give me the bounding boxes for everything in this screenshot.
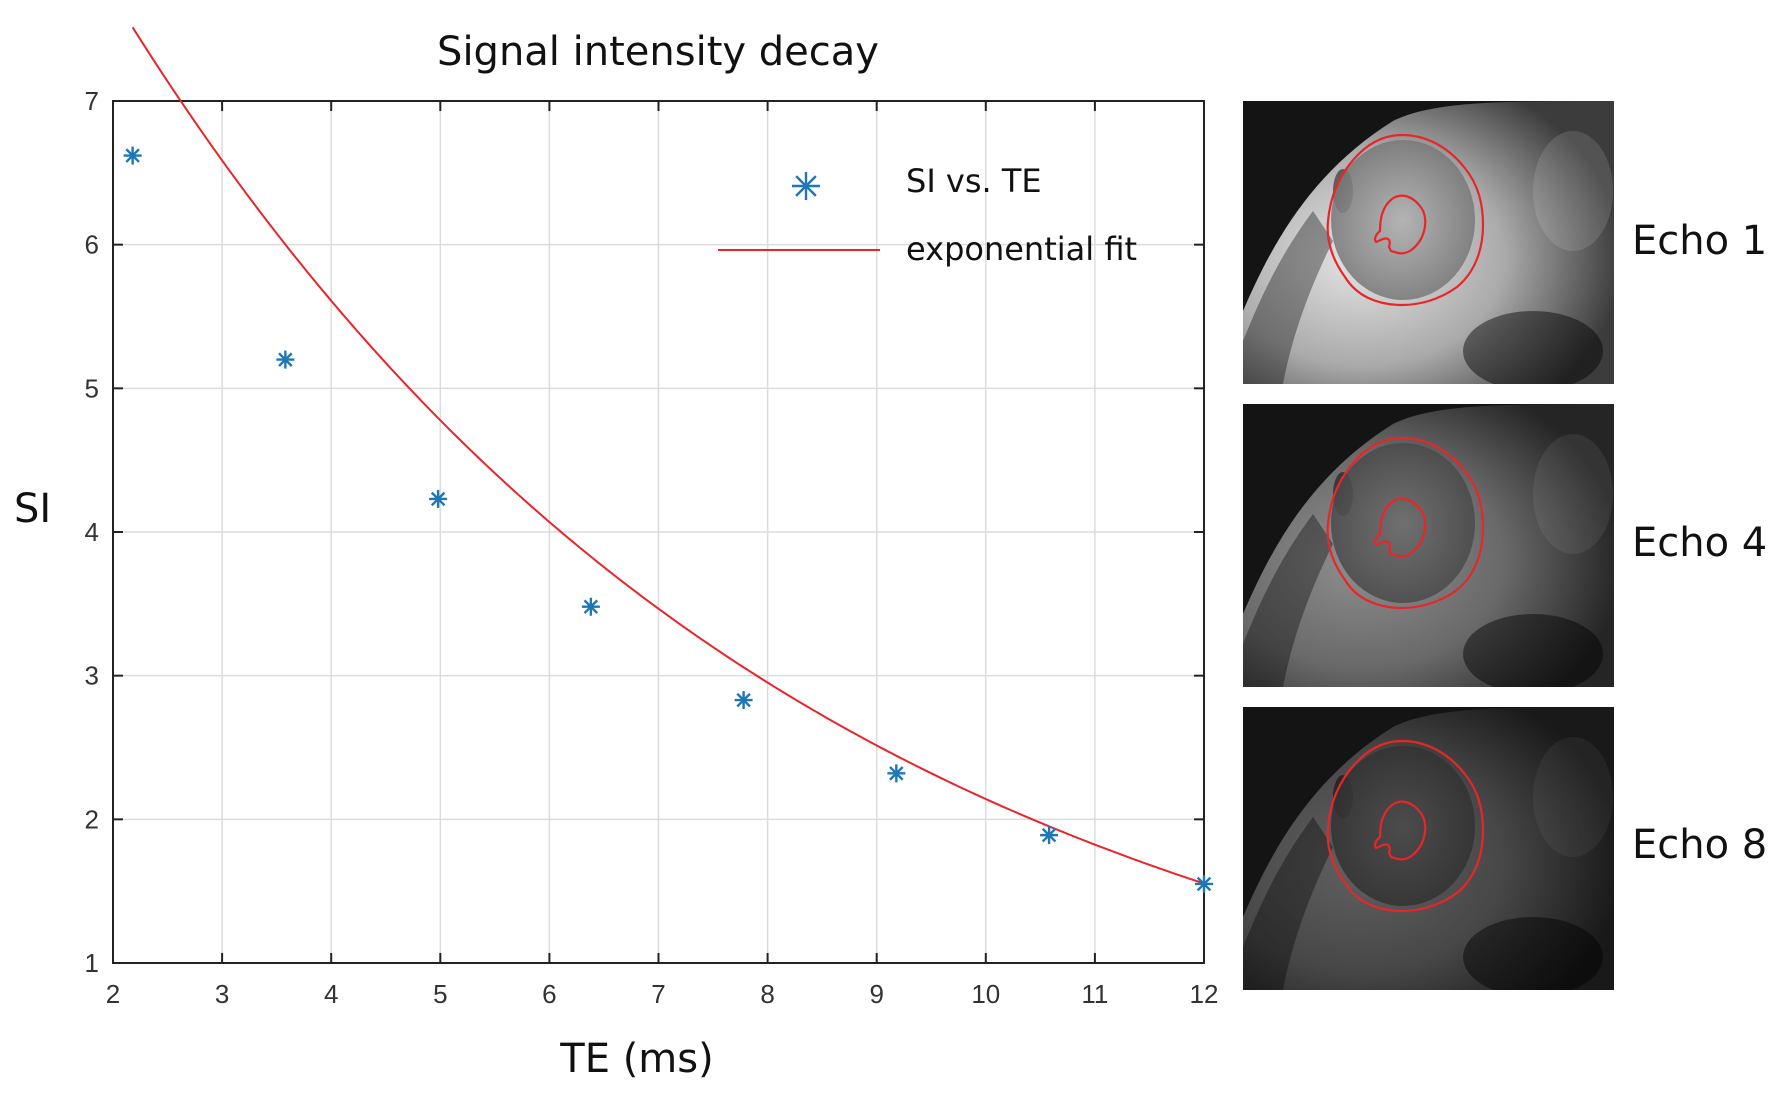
- chart-title: Signal intensity decay: [437, 29, 879, 75]
- x-tick-label: 11: [1081, 979, 1108, 1009]
- x-tick-label: 8: [760, 979, 774, 1009]
- outer-contour: [1326, 739, 1485, 913]
- legend-label-fit: exponential fit: [906, 230, 1137, 268]
- fit-line: [131, 26, 1205, 885]
- y-tick-label: 6: [85, 230, 99, 260]
- echo-8-image: [1243, 707, 1614, 990]
- data-point: [1040, 826, 1059, 845]
- mri-scan-graphic: [1243, 404, 1614, 687]
- x-tick-label: 10: [971, 979, 1000, 1009]
- x-tick-label: 12: [1190, 979, 1219, 1009]
- outer-contour: [1326, 133, 1485, 307]
- y-tick-label: 5: [85, 373, 99, 403]
- y-tick-label: 7: [85, 86, 99, 116]
- data-point: [429, 489, 448, 508]
- data-point: [1195, 874, 1213, 893]
- grid: [112, 100, 1205, 964]
- echo-8-label: Echo 8: [1632, 822, 1768, 868]
- x-tick-label: 6: [542, 979, 556, 1009]
- data-point: [887, 764, 906, 783]
- inner-contour: [1373, 497, 1427, 558]
- x-tick-label: 5: [433, 979, 447, 1009]
- mri-scan-graphic: [1243, 707, 1614, 990]
- x-tick-label: 3: [215, 979, 229, 1009]
- data-point: [123, 146, 142, 165]
- mri-scan-graphic: [1243, 101, 1614, 384]
- y-axis-label: SI: [14, 486, 51, 532]
- x-tick-label: 7: [651, 979, 665, 1009]
- x-axis-label: TE (ms): [559, 1036, 713, 1082]
- x-tick-label: 2: [106, 979, 120, 1009]
- echo-1-image: [1243, 101, 1614, 384]
- inner-contour: [1373, 800, 1427, 861]
- x-tick-label: 9: [869, 979, 883, 1009]
- data-point: [734, 691, 753, 710]
- y-tick-label: 1: [85, 948, 99, 978]
- data-markers: [123, 146, 1213, 893]
- legend-marker: [792, 172, 820, 200]
- inner-contour: [1373, 194, 1427, 255]
- legend: SI vs. TE exponential fit: [718, 162, 1137, 268]
- echo-4-image: [1243, 404, 1614, 687]
- echo-4-label: Echo 4: [1632, 520, 1768, 566]
- outer-contour: [1326, 436, 1485, 610]
- y-tick-label: 3: [85, 661, 99, 691]
- legend-marker-scatter: [792, 172, 820, 200]
- data-point: [276, 350, 295, 369]
- echo-1-label: Echo 1: [1632, 218, 1768, 264]
- y-tick-label: 2: [85, 804, 99, 834]
- legend-label-scatter: SI vs. TE: [906, 162, 1042, 200]
- y-tick-label: 4: [85, 517, 99, 547]
- x-tick-label: 4: [324, 979, 338, 1009]
- data-point: [581, 597, 600, 616]
